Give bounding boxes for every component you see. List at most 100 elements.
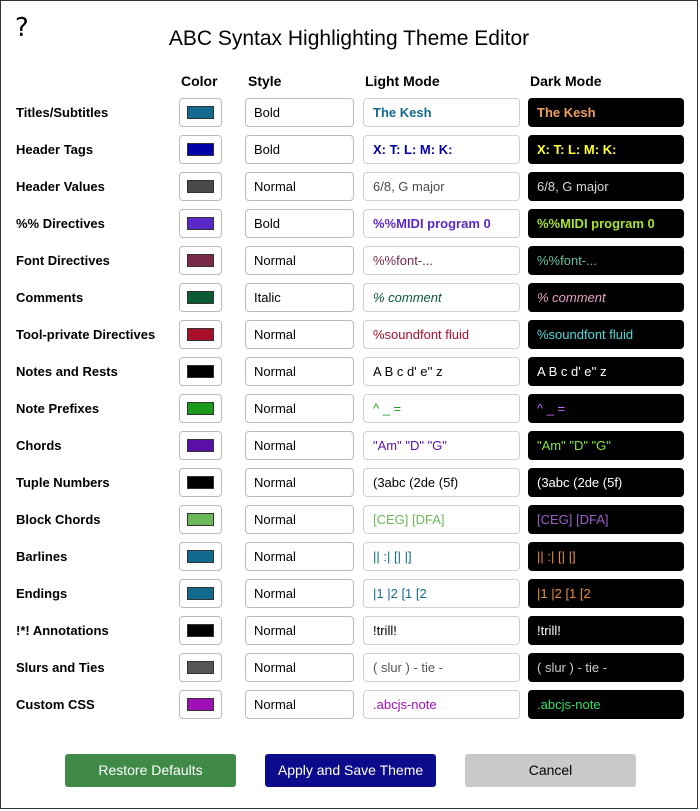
color-swatch [187, 550, 214, 563]
color-picker[interactable] [179, 135, 222, 164]
color-swatch [187, 106, 214, 119]
light-mode-preview: [CEG] [DFA] [363, 505, 520, 534]
style-select[interactable]: Normal [245, 431, 354, 460]
color-picker[interactable] [179, 579, 222, 608]
dark-mode-preview: ( slur ) - tie - [528, 653, 684, 682]
color-picker[interactable] [179, 542, 222, 571]
cancel-button[interactable]: Cancel [465, 754, 636, 787]
color-swatch [187, 661, 214, 674]
light-mode-preview: !trill! [363, 616, 520, 645]
style-select[interactable]: Normal [245, 320, 354, 349]
theme-row: Font Directives Normal %%font-... %%font-..… [1, 246, 697, 283]
light-mode-preview: |1 |2 [1 [2 [363, 579, 520, 608]
color-picker[interactable] [179, 283, 222, 312]
help-button[interactable]: ? [15, 13, 29, 43]
row-label: Chords [16, 438, 62, 453]
style-select[interactable]: Normal [245, 468, 354, 497]
color-swatch [187, 143, 214, 156]
color-swatch [187, 217, 214, 230]
color-picker[interactable] [179, 357, 222, 386]
color-swatch [187, 365, 214, 378]
dark-mode-preview: %%MIDI program 0 [528, 209, 684, 238]
row-label: Note Prefixes [16, 401, 100, 416]
dark-mode-preview: The Kesh [528, 98, 684, 127]
theme-row: Block Chords Normal [CEG] [DFA] [CEG] [DFA] [1, 505, 697, 542]
style-select[interactable]: Normal [245, 246, 354, 275]
row-label: %% Directives [16, 216, 105, 231]
row-label: Custom CSS [16, 697, 95, 712]
light-mode-preview: (3abc (2de (5f) [363, 468, 520, 497]
color-swatch [187, 587, 214, 600]
dark-mode-preview: 6/8, G major [528, 172, 684, 201]
color-picker[interactable] [179, 172, 222, 201]
dark-mode-preview: ^ _ = [528, 394, 684, 423]
dark-mode-preview: !trill! [528, 616, 684, 645]
style-select[interactable]: Normal [245, 542, 354, 571]
style-select[interactable]: Normal [245, 616, 354, 645]
light-mode-preview: 6/8, G major [363, 172, 520, 201]
light-mode-preview: A B c d' e'' z [363, 357, 520, 386]
color-picker[interactable] [179, 690, 222, 719]
theme-row: !*! Annotations Normal !trill! !trill! [1, 616, 697, 653]
color-picker[interactable] [179, 653, 222, 682]
style-select[interactable]: Normal [245, 172, 354, 201]
light-mode-preview: ^ _ = [363, 394, 520, 423]
theme-row: Tuple Numbers Normal (3abc (2de (5f) (3abc … [1, 468, 697, 505]
light-mode-preview: X: T: L: M: K: [363, 135, 520, 164]
style-select[interactable]: Normal [245, 690, 354, 719]
dark-mode-preview: [CEG] [DFA] [528, 505, 684, 534]
color-swatch [187, 402, 214, 415]
style-select[interactable]: Normal [245, 579, 354, 608]
light-mode-preview: % comment [363, 283, 520, 312]
color-picker[interactable] [179, 505, 222, 534]
color-swatch [187, 513, 214, 526]
row-label: Header Tags [16, 142, 94, 157]
light-mode-preview: The Kesh [363, 98, 520, 127]
color-picker[interactable] [179, 616, 222, 645]
theme-row: Comments Italic % comment % comment [1, 283, 697, 320]
color-picker[interactable] [179, 98, 222, 127]
theme-row: Slurs and Ties Normal ( slur ) - tie - ( sl… [1, 653, 697, 690]
light-mode-preview: %%MIDI program 0 [363, 209, 520, 238]
style-select[interactable]: Bold [245, 98, 354, 127]
dark-mode-preview: % comment [528, 283, 684, 312]
apply-and-save-button[interactable]: Apply and Save Theme [265, 754, 436, 787]
row-label: !*! Annotations [16, 623, 109, 638]
color-picker[interactable] [179, 209, 222, 238]
style-select[interactable]: Normal [245, 653, 354, 682]
color-picker[interactable] [179, 320, 222, 349]
dark-mode-preview: X: T: L: M: K: [528, 135, 684, 164]
theme-row: Barlines Normal || :| [| |] || :| [| |] [1, 542, 697, 579]
style-select[interactable]: Normal [245, 505, 354, 534]
row-label: Font Directives [16, 253, 110, 268]
style-select[interactable]: Normal [245, 394, 354, 423]
dark-mode-preview: (3abc (2de (5f) [528, 468, 684, 497]
restore-defaults-button[interactable]: Restore Defaults [65, 754, 236, 787]
theme-row: Custom CSS Normal .abcjs-note .abcjs-note [1, 690, 697, 727]
light-mode-preview: "Am" "D" "G" [363, 431, 520, 460]
color-swatch [187, 698, 214, 711]
color-swatch [187, 291, 214, 304]
theme-row: Endings Normal |1 |2 [1 [2 |1 |2 [1 [2 [1, 579, 697, 616]
color-picker[interactable] [179, 431, 222, 460]
light-mode-preview: ( slur ) - tie - [363, 653, 520, 682]
style-select[interactable]: Bold [245, 209, 354, 238]
row-label: Tuple Numbers [16, 475, 110, 490]
dark-mode-preview: %%font-... [528, 246, 684, 275]
color-picker[interactable] [179, 468, 222, 497]
light-mode-preview: %soundfont fluid [363, 320, 520, 349]
color-picker[interactable] [179, 394, 222, 423]
row-label: Block Chords [16, 512, 101, 527]
style-select[interactable]: Normal [245, 357, 354, 386]
row-label: Endings [16, 586, 68, 601]
color-picker[interactable] [179, 246, 222, 275]
row-label: Header Values [16, 179, 105, 194]
row-label: Tool-private Directives [16, 327, 156, 342]
dark-mode-preview: || :| [| |] [528, 542, 684, 571]
style-select[interactable]: Bold [245, 135, 354, 164]
theme-row: Note Prefixes Normal ^ _ = ^ _ = [1, 394, 697, 431]
style-select[interactable]: Italic [245, 283, 354, 312]
column-header-color: Color [181, 73, 218, 89]
theme-row: Tool-private Directives Normal %soundfont … [1, 320, 697, 357]
